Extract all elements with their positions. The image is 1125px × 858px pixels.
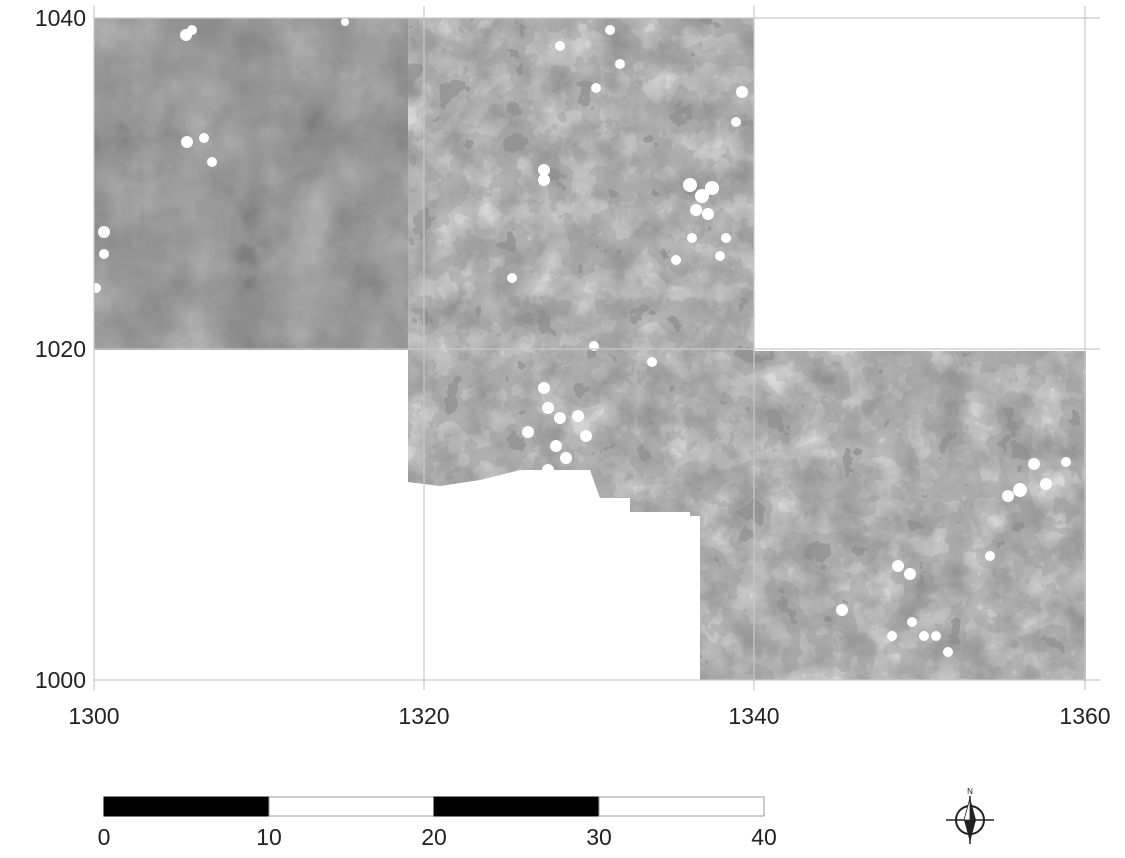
x-tick-label: 1340 <box>728 703 779 729</box>
x-tick-label: 1300 <box>68 703 119 729</box>
y-axis: 1040 1020 1000 <box>35 5 86 693</box>
y-tick-label: 1040 <box>35 5 86 31</box>
coordinate-grid <box>93 6 1100 690</box>
scale-bar: 0 10 20 30 40 <box>98 796 777 850</box>
scale-segment <box>268 796 435 817</box>
north-arrow-icon: N <box>946 787 994 844</box>
scale-label: 10 <box>256 824 282 850</box>
scale-label: 0 <box>98 824 111 850</box>
north-label: N <box>967 787 973 796</box>
x-tick-label: 1320 <box>398 703 449 729</box>
scale-label: 40 <box>751 824 777 850</box>
scale-label: 20 <box>421 824 447 850</box>
scale-segment <box>433 796 600 817</box>
x-tick-label: 1360 <box>1059 703 1110 729</box>
scale-label: 30 <box>586 824 612 850</box>
y-tick-label: 1000 <box>35 667 86 693</box>
scale-segment <box>598 796 765 817</box>
scale-segment <box>103 796 270 817</box>
x-axis: 1300 1320 1340 1360 <box>68 703 1110 729</box>
y-tick-label: 1020 <box>35 336 86 362</box>
